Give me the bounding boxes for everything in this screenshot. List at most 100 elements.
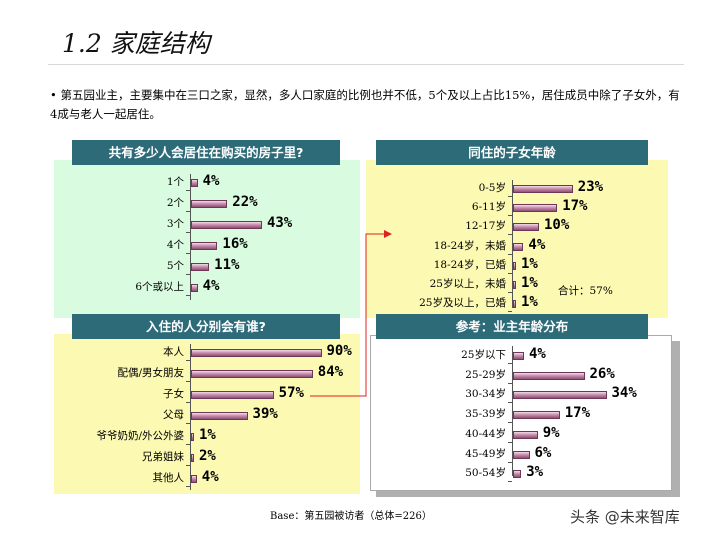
bar — [513, 371, 585, 380]
data-label: 11% — [214, 257, 240, 273]
category-label: 25岁以上，未婚 — [429, 278, 506, 290]
data-label: 4% — [202, 173, 220, 189]
residents-header: 入住的人分别会有谁? — [72, 314, 340, 339]
axis-tick — [508, 292, 512, 293]
category-label: 18-24岁，未婚 — [433, 239, 506, 252]
bar — [191, 391, 274, 399]
axis-tick — [186, 423, 190, 424]
data-label: 1% — [521, 255, 538, 272]
category-label: 25-29岁 — [465, 368, 506, 381]
axis-tick — [186, 444, 190, 445]
axis-tick — [186, 232, 190, 233]
axis-tick — [508, 422, 512, 424]
axis-tick — [508, 402, 512, 404]
axis-tick — [186, 465, 190, 466]
bar — [513, 261, 516, 270]
category-label: 30-34岁 — [465, 388, 506, 401]
data-label: 4% — [529, 346, 546, 362]
axis-tick — [508, 311, 512, 313]
bar — [191, 221, 262, 229]
data-label: 4% — [201, 469, 219, 485]
axis-tick — [508, 253, 512, 255]
category-label: 其他人 — [152, 472, 185, 484]
bar — [191, 370, 313, 378]
category-label: 25岁及以上，已婚 — [419, 297, 506, 310]
title-divider — [48, 64, 684, 65]
category-label: 子女 — [163, 388, 184, 400]
bar — [513, 470, 522, 479]
category-label: 18-24岁，已婚 — [433, 258, 506, 271]
data-label: 17% — [564, 405, 591, 422]
bar — [191, 263, 210, 271]
axis-tick — [186, 402, 190, 403]
chart-axis — [190, 344, 191, 490]
data-label: 1% — [199, 427, 216, 443]
page-title: 1.2 家庭结构 — [62, 29, 210, 58]
axis-tick — [186, 253, 190, 254]
data-label: 6% — [534, 444, 552, 461]
axis-tick — [186, 360, 190, 361]
data-label: 57% — [278, 385, 304, 401]
axis-tick — [508, 481, 512, 483]
bar — [513, 352, 524, 360]
bar — [191, 242, 218, 250]
data-label: 2% — [199, 448, 216, 464]
category-label: 2个 — [166, 197, 184, 209]
household-size-panel — [54, 160, 360, 318]
data-label: 39% — [252, 406, 278, 422]
axis-tick — [186, 486, 190, 487]
bar — [191, 412, 248, 420]
category-label: 6个或以上 — [135, 281, 184, 293]
bar — [191, 349, 322, 357]
owner-age-header: 参考：业主年龄分布 — [376, 314, 648, 339]
category-label: 4个 — [166, 239, 184, 251]
data-label: 34% — [611, 385, 637, 402]
bar — [191, 454, 194, 462]
bar — [513, 450, 530, 459]
data-label: 1% — [521, 275, 538, 291]
data-label: 23% — [577, 179, 604, 195]
bar — [513, 223, 539, 232]
data-label: 10% — [544, 217, 570, 234]
axis-tick — [508, 215, 512, 217]
chart-axis — [512, 180, 513, 308]
category-label: 3个 — [166, 218, 184, 230]
category-label: 12-17岁 — [465, 220, 506, 233]
axis-tick — [508, 441, 512, 443]
category-label: 35-39岁 — [465, 408, 506, 421]
bar — [191, 475, 197, 483]
axis-tick — [186, 274, 190, 275]
axis-tick — [508, 363, 512, 364]
summary-text: • 第五园业主，主要集中在三口之家，显然，多人口家庭的比例也并不低，5个及以上占… — [50, 88, 680, 121]
category-label: 兄弟姐妹 — [142, 451, 184, 463]
base-note: Base：第五园被访者（总体=226） — [270, 511, 432, 522]
category-label: 40-44岁 — [465, 427, 506, 440]
category-label: 父母 — [163, 409, 184, 421]
child-age-total-note: 合计：57% — [558, 285, 613, 297]
bar — [513, 430, 538, 439]
owner-age-panel — [370, 335, 672, 491]
category-label: 0-5岁 — [478, 182, 506, 194]
category-label: 50-54岁 — [465, 467, 506, 480]
axis-tick — [186, 211, 190, 212]
data-label: 90% — [326, 343, 352, 359]
data-label: 1% — [521, 294, 538, 311]
data-label: 26% — [589, 365, 615, 382]
chart-axis — [512, 346, 513, 476]
bar — [513, 204, 558, 213]
bar — [191, 284, 198, 292]
category-label: 25岁以下 — [461, 349, 506, 361]
data-label: 17% — [562, 198, 588, 215]
category-label: 爷爷奶奶/外公外婆 — [96, 430, 184, 442]
chart-axis — [190, 174, 191, 300]
axis-tick — [508, 196, 512, 197]
category-label: 配偶/男女朋友 — [117, 367, 184, 379]
category-label: 1个 — [166, 176, 184, 188]
bar — [191, 200, 228, 208]
data-label: 16% — [222, 236, 248, 252]
bar — [513, 242, 524, 251]
watermark: 头条 @未来智库 — [570, 508, 680, 526]
bar — [513, 281, 516, 289]
category-label: 5个 — [166, 260, 184, 272]
category-label: 6-11岁 — [471, 201, 506, 214]
